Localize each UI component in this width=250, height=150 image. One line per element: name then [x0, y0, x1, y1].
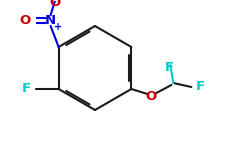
Text: −: − — [58, 0, 67, 3]
Text: F: F — [22, 82, 31, 96]
Text: O: O — [146, 90, 157, 104]
Text: N: N — [45, 15, 56, 27]
Text: O: O — [49, 0, 60, 9]
Text: +: + — [54, 22, 62, 32]
Text: F: F — [195, 81, 204, 93]
Text: F: F — [165, 61, 174, 74]
Text: O: O — [20, 15, 31, 27]
